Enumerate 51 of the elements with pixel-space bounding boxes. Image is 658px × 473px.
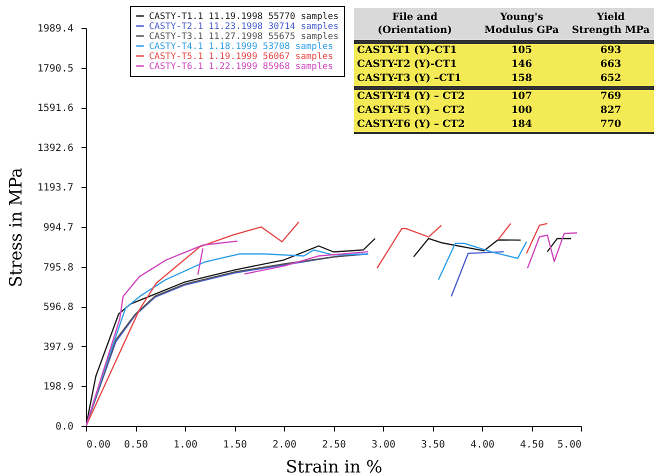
y-tick-label: 1790.5 xyxy=(37,63,74,74)
annotation: CASTY-T1 (Y)-CT1 xyxy=(356,44,458,58)
y-axis-title: Stress in MPa xyxy=(6,168,26,288)
annotation: CASTY-T5 (Y) – CT2 xyxy=(356,104,466,118)
text: 769 xyxy=(600,91,622,102)
annotation: File and (Orientation) xyxy=(354,8,476,42)
annotation: CASTY-T2 (Y)-CT1 xyxy=(356,58,458,72)
y-tick-label: 795.8 xyxy=(43,262,74,274)
x-tick-label: 4.00 xyxy=(470,440,495,450)
y-tick-label: 0.0 xyxy=(55,422,74,432)
legend-label: CASTY-T1.1 11.19.1998 55770 samples xyxy=(149,12,339,22)
y-tick-label: 994.7 xyxy=(43,222,74,234)
x-tick-label: 0.00 xyxy=(86,440,111,450)
text: 693 xyxy=(600,45,622,56)
legend-label: CASTY-T6.1 1.22.1999 85968 samples xyxy=(149,62,334,72)
y-tick-label: 1989.4 xyxy=(37,24,74,34)
text: 827 xyxy=(600,105,622,116)
legend-label: CASTY-T4.1 1.18.1999 53708 samples xyxy=(149,42,334,52)
annotation: CASTY-T4 (Y) – CT2 xyxy=(354,88,476,104)
annotation: CASTY-T3 (Y) –CT1 xyxy=(356,72,462,86)
y-tick-label: 1591.6 xyxy=(37,103,74,114)
y-tick-label: 596.8 xyxy=(43,302,74,314)
y-tick-label: 1392.6 xyxy=(37,142,74,154)
x-tick-label: 1.00 xyxy=(173,440,198,450)
annotation: 158 xyxy=(510,72,534,86)
annotation: CASTY-T6 (Y) – CT2 xyxy=(354,118,476,133)
annotation: 184 xyxy=(476,118,568,133)
y-tick-label: 1193.7 xyxy=(37,182,74,194)
x-tick-label: 3.00 xyxy=(371,440,396,450)
x-tick-label: 3.50 xyxy=(420,440,446,450)
legend-label: CASTY-T2.1 11.23.1998 30714 samples xyxy=(149,22,339,32)
x-tick-label: 0.50 xyxy=(124,440,148,450)
y-tick-label: 198.9 xyxy=(43,382,74,393)
annotation: Young's Modulus GPa xyxy=(476,8,568,42)
annotation: 146 xyxy=(510,58,534,72)
annotation: 107 xyxy=(476,88,568,104)
x-tick-label: 4.50 xyxy=(520,440,544,450)
x-tick-label: 5.00 xyxy=(557,440,582,450)
text: 663 xyxy=(600,59,622,70)
annotation: Yield Strength MPa xyxy=(568,8,654,42)
x-tick-label: 2.50 xyxy=(322,440,346,450)
legend-label: CASTY-T3.1 11.27.1998 55675 samples xyxy=(149,32,339,42)
y-tick-label: 397.9 xyxy=(43,342,74,353)
text: 652 xyxy=(600,73,622,84)
x-tick-label: 1.50 xyxy=(222,440,248,450)
annotation: 105 xyxy=(510,44,534,58)
x-axis-title: Strain in % xyxy=(286,458,382,473)
annotation: 100 xyxy=(510,104,534,118)
legend-label: CASTY-T5.1 1.19.1999 56067 samples xyxy=(149,52,334,62)
x-tick-label: 2.00 xyxy=(272,440,297,450)
text: 770 xyxy=(600,119,622,130)
